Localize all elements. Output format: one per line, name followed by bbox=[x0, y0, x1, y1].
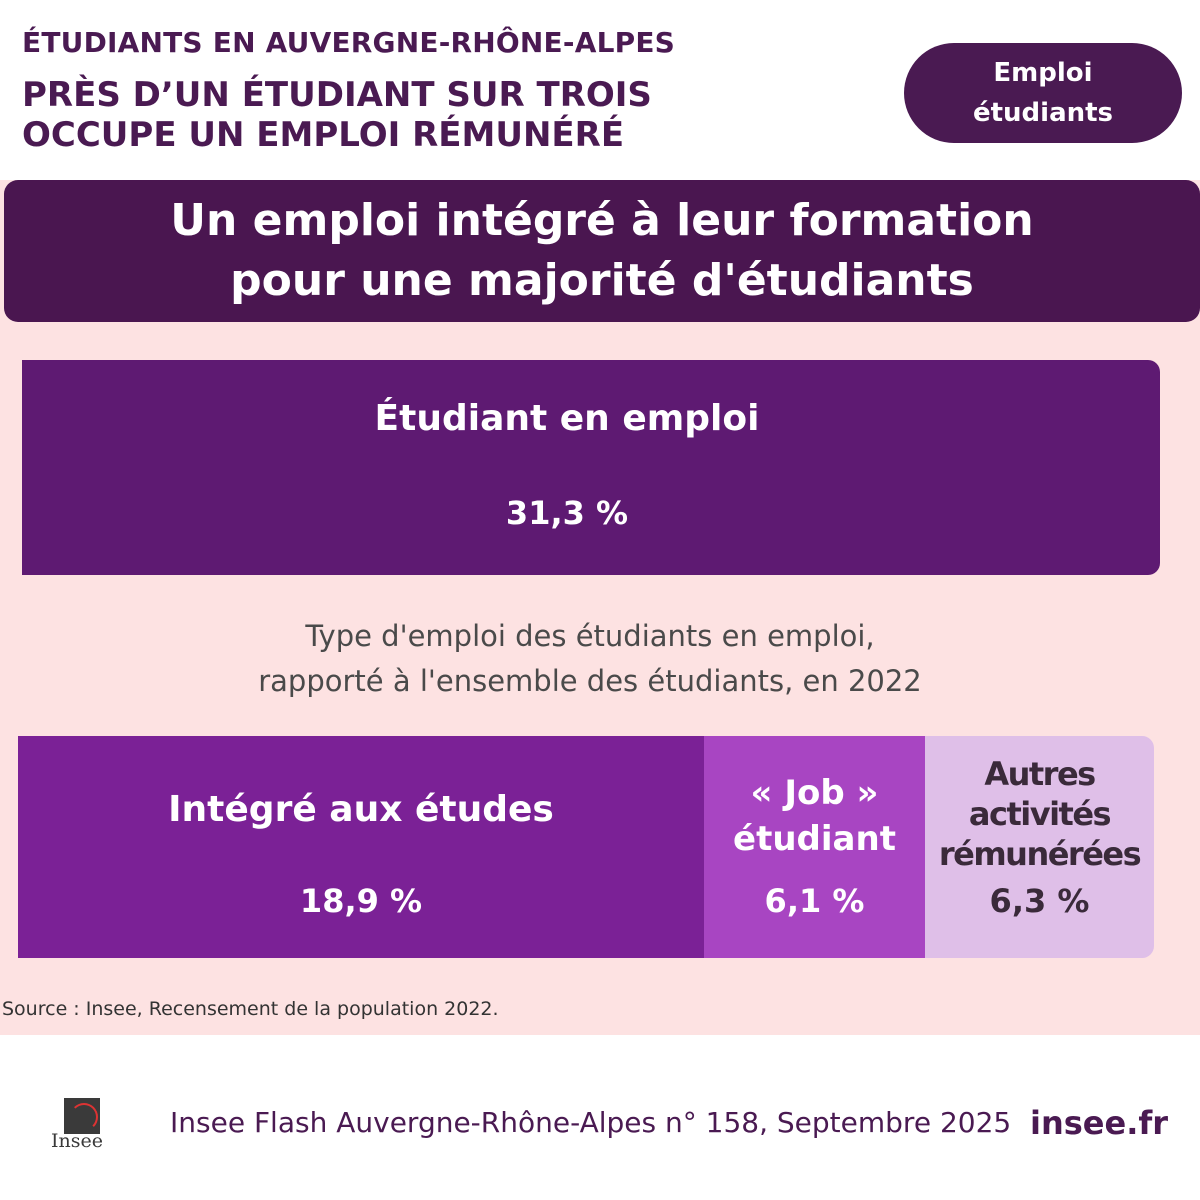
chart-category-label: « Job » étudiant bbox=[733, 773, 896, 859]
headline-text: PRÈS D’UN ÉTUDIANT SUR TROIS OCCUPE UN E… bbox=[22, 75, 652, 155]
chart-title: Type d'emploi des étudiants en emploi, r… bbox=[258, 619, 922, 698]
chart-category-label: Autres activités rémunérées bbox=[938, 755, 1142, 873]
chart-value-label: 18,9 % bbox=[299, 882, 423, 920]
publication-reference: Insee Flash Auvergne-Rhône-Alpes n° 158,… bbox=[170, 1106, 1012, 1139]
chart-total-value: 31,3 % bbox=[505, 494, 629, 532]
header: ÉTUDIANTS EN AUVERGNE-RHÔNE-ALPES PRÈS D… bbox=[22, 26, 882, 155]
chart-category-label: Intégré aux études bbox=[168, 789, 554, 830]
chart-value-label: 6,3 % bbox=[989, 882, 1090, 920]
chart-total-bar: Étudiant en emploi 31,3 % bbox=[22, 360, 1160, 575]
chart-bar-segment-1: Intégré aux études 18,9 % bbox=[18, 736, 704, 958]
chart-bar-segment-3: Autres activités rémunérées 6,3 % bbox=[925, 736, 1154, 958]
banner-title: Un emploi intégré à leur formation pour … bbox=[4, 180, 1200, 322]
headline: PRÈS D’UN ÉTUDIANT SUR TROIS OCCUPE UN E… bbox=[22, 75, 882, 155]
logo-text: Insee bbox=[51, 1130, 103, 1152]
topic-tag: Emploi étudiants bbox=[904, 43, 1182, 143]
chart-total-label: Étudiant en emploi bbox=[374, 398, 760, 439]
insee-logo: Insee bbox=[46, 1098, 108, 1158]
site-link[interactable]: insee.fr bbox=[1030, 1104, 1169, 1142]
chart-value-label: 6,1 % bbox=[764, 882, 865, 920]
logo-arc-icon bbox=[70, 1103, 98, 1131]
source-note: Source : Insee, Recensement de la popula… bbox=[2, 998, 499, 1020]
chart-bar-segment-2: « Job » étudiant 6,1 % bbox=[704, 736, 925, 958]
header-kicker: ÉTUDIANTS EN AUVERGNE-RHÔNE-ALPES bbox=[22, 26, 676, 59]
